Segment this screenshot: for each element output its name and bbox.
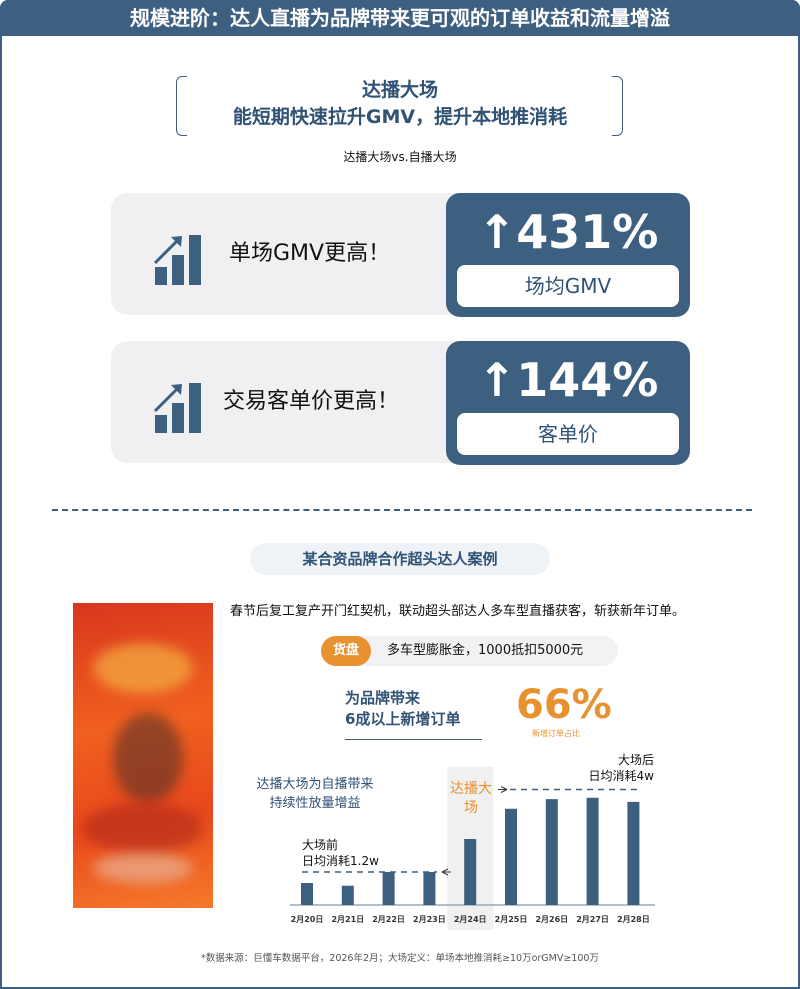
x-tick-label: 2月24日 — [454, 915, 487, 924]
bar — [301, 883, 313, 905]
bar — [382, 872, 395, 905]
order-share-label: 新增订单占比 — [532, 729, 580, 738]
arrow-left-icon — [441, 868, 451, 876]
annotation-after: 大场后 日均消耗4w — [560, 752, 654, 784]
x-tick-label: 2月28日 — [617, 915, 650, 924]
bar — [341, 885, 354, 905]
side-note-line-1: 达播大场为自播带来 — [256, 777, 374, 792]
highlight-label: 达播大场 — [450, 781, 492, 816]
stat-box-price: ↑144% 客单价 — [446, 341, 690, 465]
x-tick-label: 2月25日 — [495, 915, 528, 924]
bar-chart-up-icon — [153, 383, 201, 433]
annotation-before-line-1: 大场前 — [302, 838, 339, 852]
x-tick-label: 2月21日 — [331, 915, 364, 924]
livestream-photo — [73, 603, 213, 908]
case-title: 某合资品牌合作超头达人案例 — [250, 543, 550, 575]
underline — [345, 739, 482, 740]
bar — [423, 872, 436, 905]
brand-benefit: 为品牌带来 6成以上新增订单 — [345, 688, 460, 730]
stat-value: ↑144% — [477, 353, 659, 407]
offer-tag: 货盘 — [321, 636, 371, 666]
case-description: 春节后复工复产开门红契机，联动超头部达人多车型直播获客，斩获新年订单。 — [230, 604, 686, 619]
bar-chart-up-icon — [153, 235, 201, 285]
bar — [586, 797, 599, 905]
bar — [545, 799, 558, 905]
side-note-line-2: 持续性放量增益 — [269, 796, 361, 811]
offer-text: 多车型膨胀金，1000抵扣5000元 — [387, 643, 584, 658]
bar — [627, 801, 640, 905]
x-tick-label: 2月26日 — [535, 915, 568, 924]
brand-benefit-line-2: 6成以上新增订单 — [345, 710, 461, 728]
brand-benefit-line-1: 为品牌带来 — [345, 689, 421, 707]
intro-line-1: 达播大场 — [361, 79, 438, 101]
x-tick-label: 2月23日 — [413, 915, 446, 924]
stat-box-gmv: ↑431% 场均GMV — [446, 193, 690, 317]
left-bracket — [176, 76, 187, 136]
stat-label: 客单价 — [457, 413, 679, 455]
arrow-right-icon — [498, 786, 508, 793]
annotation-before-line-2: 日均消耗1.2w — [302, 854, 379, 868]
offer-row: 货盘 多车型膨胀金，1000抵扣5000元 — [321, 636, 618, 666]
dashed-divider — [52, 509, 752, 511]
intro-line-2: 能短期快速拉升GMV，提升本地推消耗 — [232, 106, 568, 128]
stat-value: ↑431% — [477, 205, 659, 259]
footer-note: *数据来源：巨懂车数据平台，2026年2月；大场定义：单场本地推消耗≥10万or… — [201, 953, 599, 964]
card-text: 单场GMV更高！ — [229, 241, 391, 266]
comparison-label: 达播大场vs.自播大场 — [343, 150, 457, 164]
card-text: 交易客单价更高！ — [223, 389, 400, 414]
bar — [464, 839, 477, 905]
side-note: 达播大场为自播带来 持续性放量增益 — [240, 775, 390, 813]
annotation-before: 大场前 日均消耗1.2w — [302, 837, 379, 869]
annotation-after-line-2: 日均消耗4w — [588, 769, 654, 783]
right-bracket — [612, 76, 623, 136]
order-share-value: 66% — [516, 682, 612, 728]
x-tick-label: 2月20日 — [291, 915, 324, 924]
x-tick-label: 2月27日 — [576, 915, 609, 924]
annotation-after-line-1: 大场后 — [617, 753, 654, 767]
stat-label: 场均GMV — [457, 265, 679, 307]
bar — [505, 808, 517, 905]
x-tick-label: 2月22日 — [372, 915, 405, 924]
page-title: 规模进阶：达人直播为品牌带来更可观的订单收益和流量增溢 — [0, 0, 800, 36]
